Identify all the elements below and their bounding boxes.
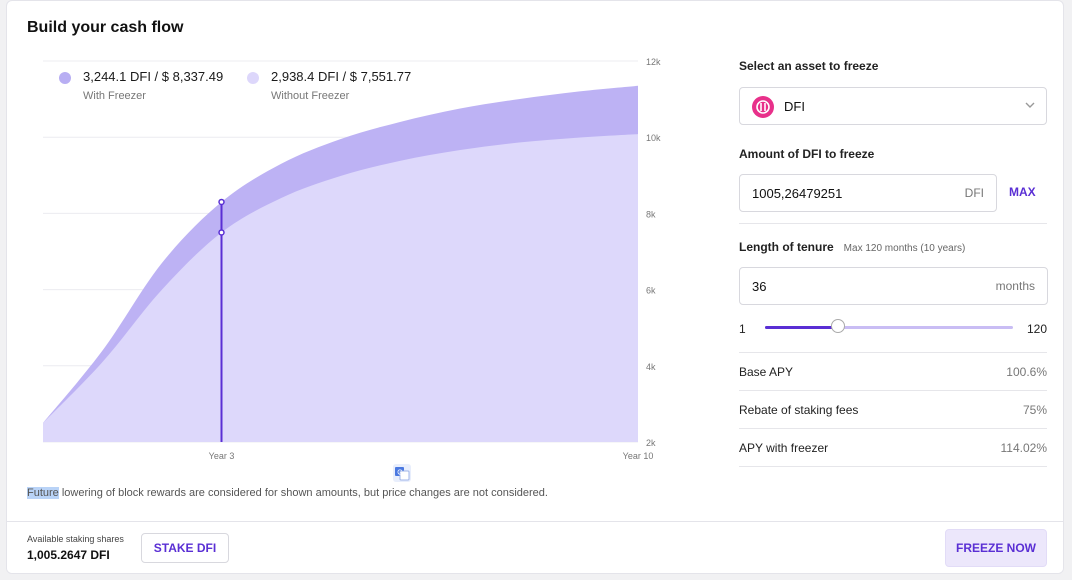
footnote-text: lowering of block rewards are considered… [58, 487, 548, 499]
asset-select-value: DFI [784, 99, 805, 114]
tenure-hint: Max 120 months (10 years) [843, 243, 966, 254]
y-tick-label: 8k [646, 209, 656, 219]
freeze-form: Select an asset to freeze DFI Amount of … [739, 1, 1055, 521]
divider [739, 390, 1047, 391]
amount-input-value: 1005,26479251 [752, 186, 843, 201]
tenure-unit: months [995, 279, 1035, 293]
legend-without-value: 2,938.4 DFI / $ 7,551.77 [271, 69, 412, 84]
cash-flow-card: Build your cash flow 2k 4k 6k 8k 10k 12k Year … [6, 0, 1064, 574]
freeze-now-button[interactable]: FREEZE NOW [945, 529, 1047, 567]
footer-bar: Available staking shares 1,005.2647 DFI … [7, 521, 1063, 573]
divider [739, 428, 1047, 429]
legend-with-value: 3,244.1 DFI / $ 8,337.49 [83, 69, 224, 84]
amount-label: Amount of DFI to freeze [739, 147, 875, 161]
stat-value: 114.02% [1000, 441, 1047, 455]
svg-text:G: G [397, 470, 402, 477]
marker-point-without-freezer [218, 229, 225, 236]
chevron-down-icon [1024, 98, 1036, 114]
y-tick-label: 2k [646, 438, 656, 448]
footnote: Future lowering of block rewards are con… [27, 487, 548, 499]
tenure-label-text: Length of tenure [739, 240, 834, 254]
series-area-without-freezer [43, 134, 638, 443]
slider-min-label: 1 [739, 322, 746, 336]
stat-label: Base APY [739, 365, 794, 379]
legend-with-dot [59, 72, 71, 84]
dfi-logo-icon [752, 96, 774, 118]
tenure-input[interactable]: 36 months [739, 267, 1048, 305]
asset-select[interactable]: DFI [739, 87, 1047, 125]
legend-without-dot [247, 72, 259, 84]
y-tick-label: 6k [646, 286, 656, 296]
marker-point-with-freezer [218, 198, 225, 206]
max-button[interactable]: MAX [1009, 185, 1036, 199]
available-shares-value: 1,005.2647 DFI [27, 548, 110, 562]
divider [739, 223, 1047, 224]
y-tick-label: 12k [646, 57, 661, 67]
legend-with-label: With Freezer [83, 90, 146, 102]
divider [739, 352, 1047, 353]
stake-dfi-button[interactable]: STAKE DFI [141, 533, 229, 563]
translate-icon[interactable]: G [393, 464, 411, 482]
tenure-input-value: 36 [752, 279, 767, 294]
available-shares-label: Available staking shares [27, 534, 124, 544]
amount-unit: DFI [964, 186, 984, 200]
slider-fill [765, 326, 838, 329]
chart-area: 2k 4k 6k 8k 10k 12k Year 3 Year 10 3,244.1 DFI … [7, 1, 707, 521]
stat-row-apy-freezer: APY with freezer 114.02% [739, 429, 1047, 467]
stat-row-base-apy: Base APY 100.6% [739, 353, 1047, 391]
x-tick-label: Year 3 [209, 451, 235, 461]
slider-max-label: 120 [1026, 322, 1047, 336]
divider [739, 466, 1047, 467]
page-title: Build your cash flow [27, 19, 184, 36]
asset-label: Select an asset to freeze [739, 59, 879, 73]
stat-label: Rebate of staking fees [739, 403, 859, 417]
cash-flow-chart: 2k 4k 6k 8k 10k 12k Year 3 Year 10 [43, 57, 661, 461]
stat-value: 75% [1022, 403, 1047, 417]
stat-row-rebate: Rebate of staking fees 75% [739, 391, 1047, 429]
slider-thumb[interactable] [830, 319, 845, 333]
legend-without-label: Without Freezer [271, 90, 350, 102]
y-tick-label: 10k [646, 133, 661, 143]
footnote-highlight: Future [27, 487, 59, 499]
tenure-label: Length of tenure Max 120 months (10 years… [739, 240, 965, 254]
tenure-slider[interactable] [765, 319, 1013, 333]
stat-label: APY with freezer [739, 441, 829, 455]
x-tick-label: Year 10 [623, 451, 654, 461]
amount-input[interactable]: 1005,26479251 DFI [739, 174, 997, 212]
y-tick-label: 4k [646, 362, 656, 372]
stat-value: 100.6% [1006, 365, 1047, 379]
